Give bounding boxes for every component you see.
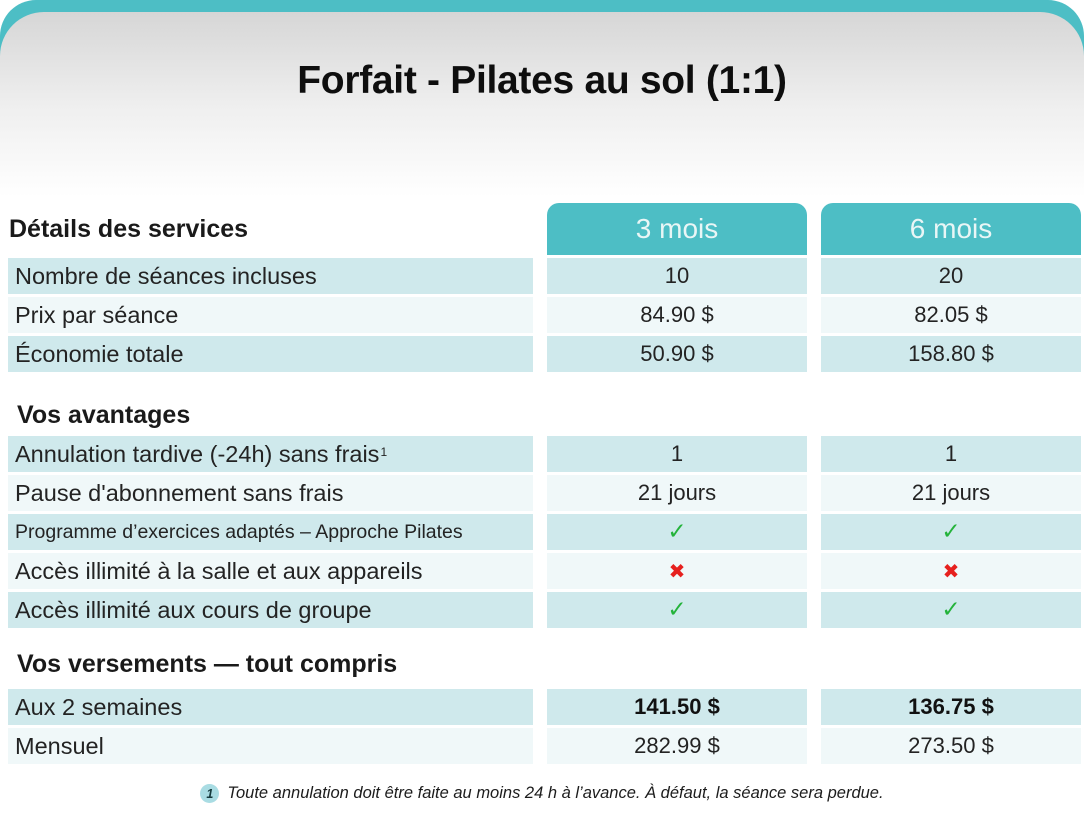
row-label: Pause d'abonnement sans frais xyxy=(8,475,533,511)
row-value: 141.50 $ xyxy=(547,689,807,725)
table-row: Mensuel 282.99 $ 273.50 $ xyxy=(8,728,1081,764)
check-icon: ✓ xyxy=(547,514,807,550)
table-row: Accès illimité à la salle et aux apparei… xyxy=(8,553,1081,589)
row-value: 158.80 $ xyxy=(821,336,1081,372)
row-label: Accès illimité aux cours de groupe xyxy=(8,592,533,628)
row-value: 10 xyxy=(547,258,807,294)
section-heading-avantages: Vos avantages xyxy=(17,401,191,429)
row-label: Annulation tardive (-24h) sans frais 1 xyxy=(8,436,533,472)
cross-icon: ✖ xyxy=(821,553,1081,589)
section-heading-versements: Vos versements — tout compris xyxy=(17,650,398,678)
row-value: 21 jours xyxy=(547,475,807,511)
check-icon: ✓ xyxy=(821,592,1081,628)
row-value: 20 xyxy=(821,258,1081,294)
cross-icon: ✖ xyxy=(547,553,807,589)
row-value: 82.05 $ xyxy=(821,297,1081,333)
row-value: 136.75 $ xyxy=(821,689,1081,725)
row-label: Prix par séance xyxy=(8,297,533,333)
column-header-6-mois: 6 mois xyxy=(821,203,1081,255)
table-row: Prix par séance 84.90 $ 82.05 $ xyxy=(8,297,1081,333)
footnote-marker-icon: 1 xyxy=(200,784,220,803)
table-header-row: Détails des services 3 mois 6 mois xyxy=(8,203,1081,255)
check-icon: ✓ xyxy=(547,592,807,628)
check-icon: ✓ xyxy=(821,514,1081,550)
row-label: Programme d’exercices adaptés – Approche… xyxy=(8,514,533,550)
row-label: Accès illimité à la salle et aux apparei… xyxy=(8,553,533,589)
pricing-card: Forfait - Pilates au sol (1:1) Détails d… xyxy=(0,12,1084,816)
footnote: 1 Toute annulation doit être faite au mo… xyxy=(0,784,1084,803)
column-header-3-mois: 3 mois xyxy=(547,203,807,255)
row-label: Économie totale xyxy=(8,336,533,372)
row-label-text: Annulation tardive (-24h) sans frais xyxy=(15,440,380,467)
row-value: 21 jours xyxy=(821,475,1081,511)
row-value: 84.90 $ xyxy=(547,297,807,333)
row-label: Mensuel xyxy=(8,728,533,764)
row-value: 1 xyxy=(821,436,1081,472)
table-row: Accès illimité aux cours de groupe ✓ ✓ xyxy=(8,592,1081,628)
row-value: 50.90 $ xyxy=(547,336,807,372)
table-row: Nombre de séances incluses 10 20 xyxy=(8,258,1081,294)
row-label: Aux 2 semaines xyxy=(8,689,533,725)
row-label: Nombre de séances incluses xyxy=(8,258,533,294)
table-row: Pause d'abonnement sans frais 21 jours 2… xyxy=(8,475,1081,511)
page-title: Forfait - Pilates au sol (1:1) xyxy=(297,59,787,102)
table-row: Économie totale 50.90 $ 158.80 $ xyxy=(8,336,1081,372)
row-value: 273.50 $ xyxy=(821,728,1081,764)
table-row: Annulation tardive (-24h) sans frais 1 1 … xyxy=(8,436,1081,472)
row-value: 1 xyxy=(547,436,807,472)
section-heading-services: Détails des services xyxy=(9,214,249,243)
footnote-text: Toute annulation doit être faite au moin… xyxy=(227,784,884,802)
table-row: Programme d’exercices adaptés – Approche… xyxy=(8,514,1081,550)
pricing-tables: Détails des services 3 mois 6 mois Nombr… xyxy=(0,203,1084,764)
table-row: Aux 2 semaines 141.50 $ 136.75 $ xyxy=(8,689,1081,725)
row-value: 282.99 $ xyxy=(547,728,807,764)
